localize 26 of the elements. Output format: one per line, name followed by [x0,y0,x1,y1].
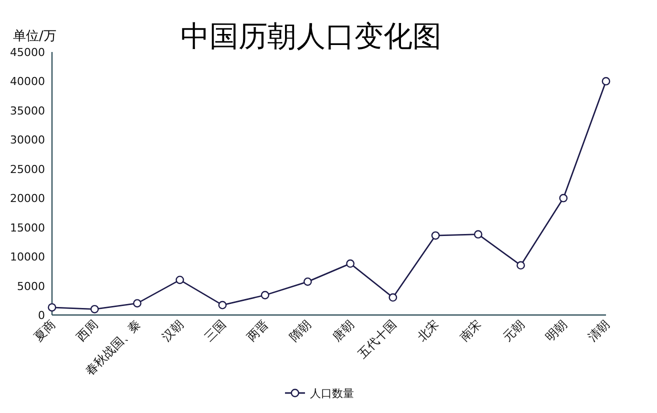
xtick: 五代十国 [355,317,400,362]
ylabel: 单位/万 [13,29,56,44]
ytick: 20000 [10,192,45,206]
xtick: 元朝 [500,317,527,344]
legend-label: 人口数量 [310,387,354,400]
ytick: 35000 [10,104,45,118]
xtick: 西周 [74,317,101,344]
xtick: 明朝 [542,317,570,344]
ytick: 40000 [10,75,45,88]
ytick: 10000 [10,250,45,264]
xtick: 三国 [202,317,229,344]
ytick: 25000 [10,162,45,176]
legend: 人口数量 [285,387,354,400]
xtick: 两晋 [244,317,272,344]
xtick: 南宋 [457,317,484,344]
xtick: 清朝 [585,317,612,344]
ytick: 5000 [17,280,45,293]
ytick: 15000 [10,221,45,234]
xtick: 北宋 [414,317,442,344]
xtick: 隋朝 [286,317,314,344]
ytick: 30000 [10,134,45,147]
xtick: 唐朝 [330,317,356,344]
title: 中国历朝人口变化图 [180,19,442,53]
xtick: 汉朝 [159,317,186,344]
ytick: 0 [38,309,45,322]
ytick: 45000 [10,46,45,59]
